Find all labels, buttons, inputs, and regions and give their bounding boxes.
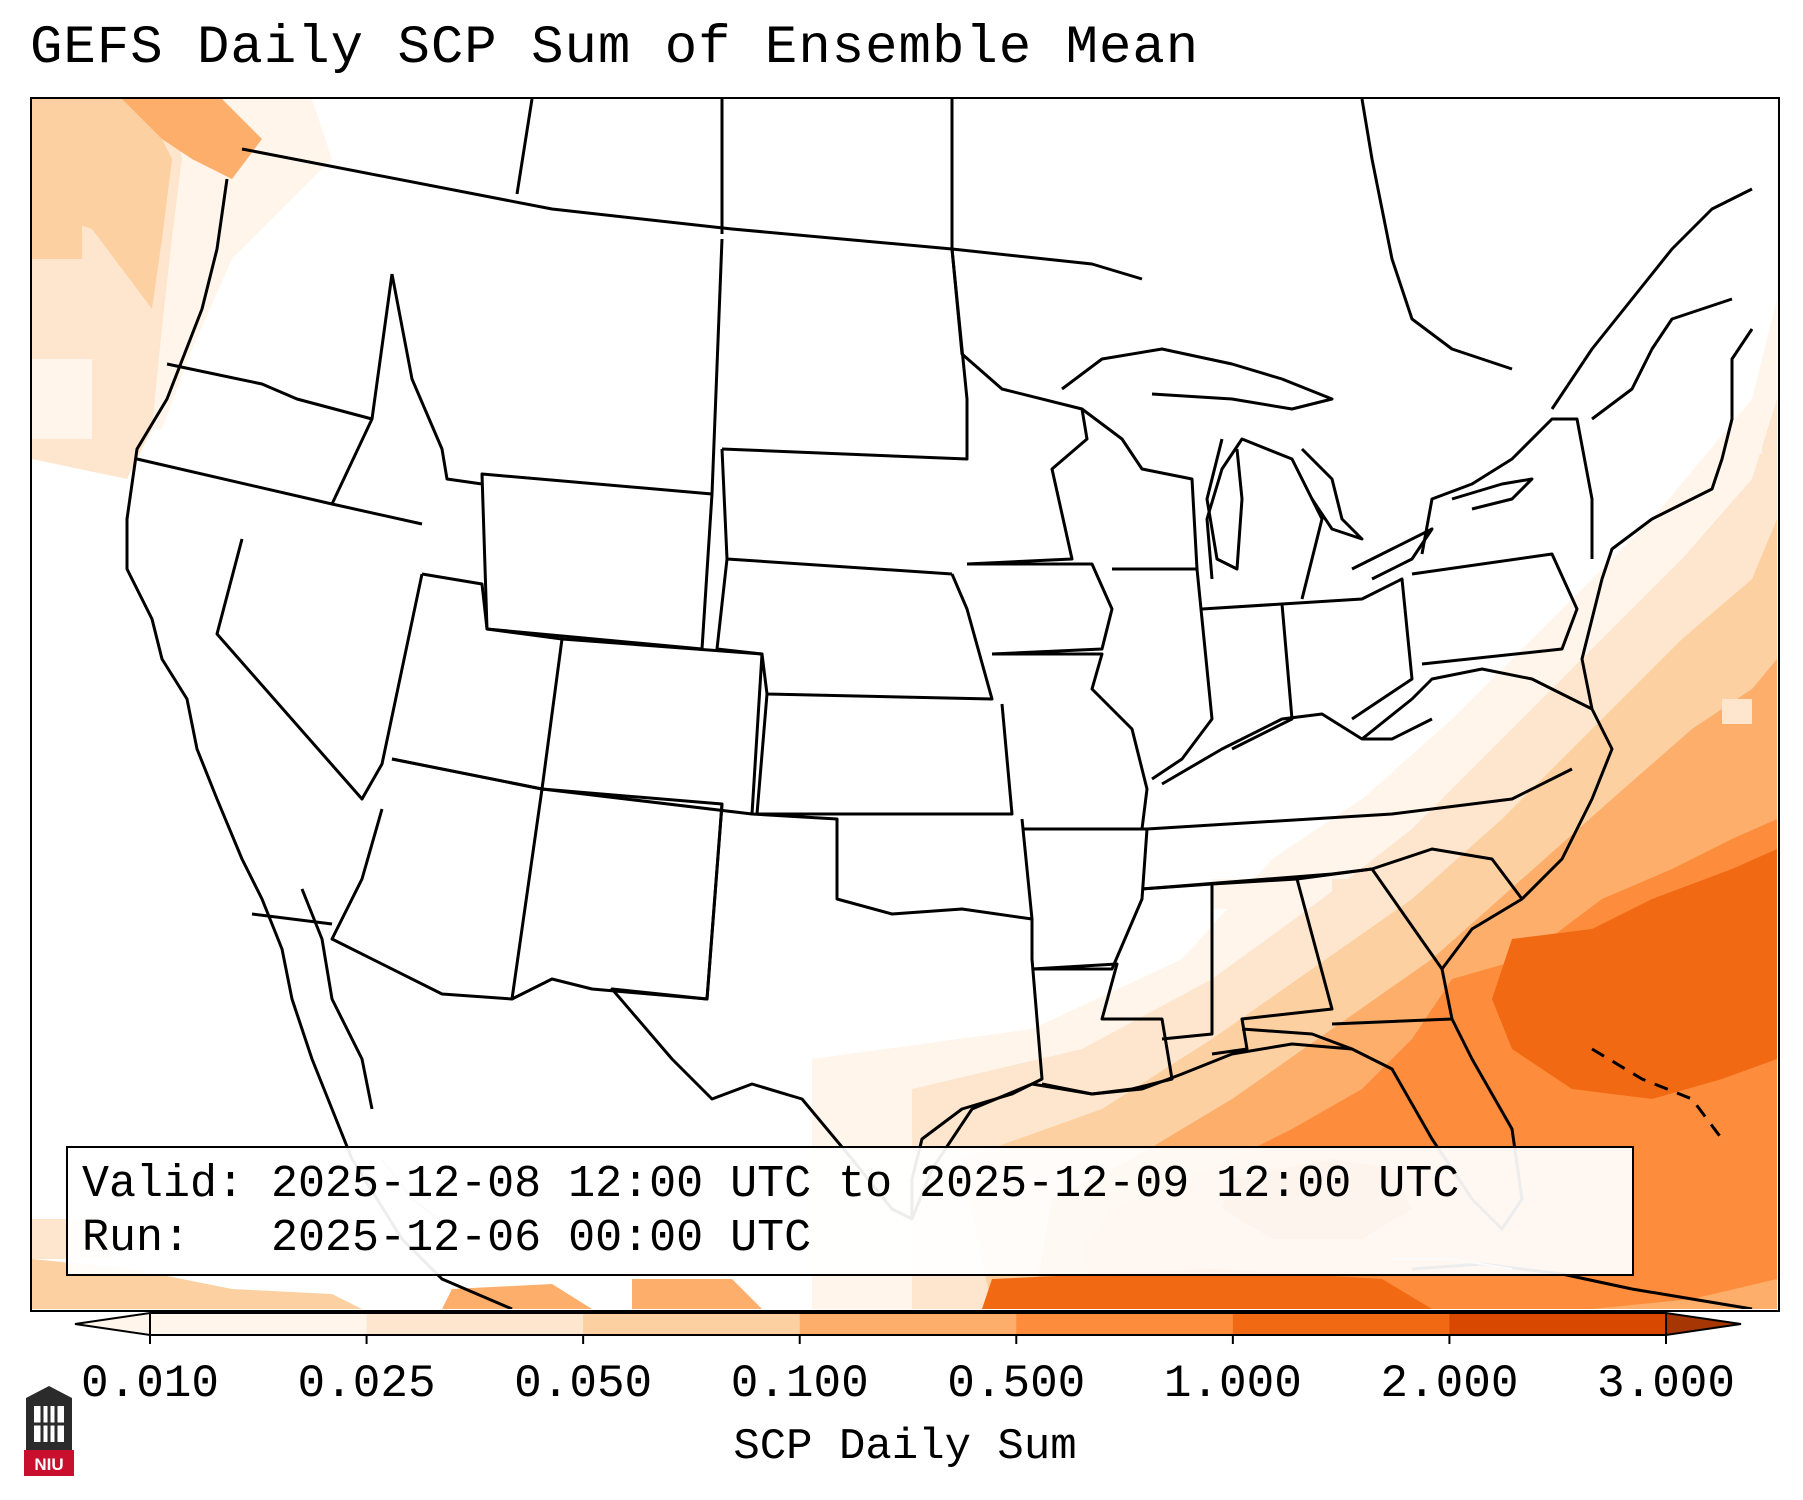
id-west-border [330, 273, 394, 505]
logo-red-band [24, 1450, 74, 1476]
lake-erie [1351, 527, 1434, 581]
colorbar-segment [1016, 1313, 1234, 1335]
niu-logo: NIU [24, 1386, 74, 1476]
shade-block [1332, 879, 1352, 899]
minnesota-border [950, 248, 1089, 566]
shade-block [1732, 599, 1762, 619]
run-value: 2025-12-06 00:00 UTC [271, 1213, 812, 1264]
hudson-bay-coast [1360, 99, 1513, 371]
missouri-border [992, 652, 1149, 831]
tennessee-border [1146, 767, 1573, 831]
iowa-border [967, 562, 1114, 656]
michigan-outline [1205, 437, 1324, 600]
shade-south-orange [632, 1279, 762, 1309]
colorbar-segment [583, 1313, 801, 1335]
state-boundaries [125, 99, 1754, 1309]
colorbar-tick-label: 1.000 [1163, 1358, 1302, 1410]
colorbar-segment [1449, 1313, 1667, 1335]
colorbar-tick-label: 0.500 [947, 1358, 1086, 1410]
sd-ne-border [720, 448, 953, 576]
run-label: Run: [82, 1213, 191, 1264]
indiana-border [1201, 602, 1294, 751]
colorbar-segment [150, 1313, 368, 1335]
logo-text: NIU [34, 1455, 63, 1474]
colorbar-tick-label: 2.000 [1380, 1358, 1519, 1410]
shade-block [1722, 699, 1752, 724]
colorbar-tick-label: 0.050 [514, 1358, 653, 1410]
colorbar-outline [149, 1312, 1667, 1336]
oklahoma-border [751, 812, 1034, 921]
shade-pnw-block [32, 359, 92, 439]
dakotas-border [721, 248, 969, 461]
nevada-border [215, 538, 424, 801]
utah-border [391, 572, 564, 791]
lake-huron [1300, 447, 1364, 541]
colorbar [74, 1311, 1742, 1344]
tn-south-border [1141, 867, 1373, 891]
valid-label: Valid: [82, 1159, 245, 1210]
shade-atlantic-darker [1492, 849, 1777, 1099]
idaho-montana-border [390, 273, 483, 486]
atlantic-coastline [1440, 328, 1754, 970]
lake-superior [1061, 347, 1334, 411]
shade-pnw-mid [32, 99, 172, 309]
or-ca-border [136, 457, 423, 526]
map-title: GEFS Daily SCP Sum of Ensemble Mean [30, 18, 1200, 79]
colorbar-label: SCP Daily Sum [733, 1422, 1077, 1472]
alabama-border [1211, 877, 1334, 1056]
nebraska-border [715, 558, 994, 701]
ohio-border [1281, 577, 1414, 721]
gulf-coastline [910, 1042, 1353, 1220]
quebec-coast [1550, 187, 1753, 410]
ca-mx-border [251, 912, 333, 926]
lake-ontario [1451, 477, 1534, 511]
new-england-border [1591, 297, 1733, 421]
illinois-border [1112, 567, 1214, 781]
virginia-border [1361, 667, 1593, 741]
lake-michigan [1205, 438, 1244, 571]
shade-nw-corner [32, 99, 92, 139]
wyoming-border [480, 472, 714, 651]
shade-block [1732, 429, 1762, 454]
wisconsin-border [1081, 407, 1199, 571]
kentucky-border [1161, 712, 1433, 786]
new-york-border [1420, 417, 1594, 559]
colorbar-tick-label: 0.010 [80, 1358, 220, 1410]
colorbar-tick-label: 0.025 [297, 1358, 436, 1410]
scp-map-svg [32, 99, 1777, 1309]
shade-pnw-lightest [152, 99, 332, 429]
wa-or-border [166, 362, 373, 421]
colorado-border [541, 637, 764, 816]
kansas-border [755, 693, 1014, 816]
shade-pnw-orange [122, 99, 262, 179]
nc-sc-border [1371, 847, 1524, 900]
colorbar-tick-label: 0.100 [730, 1358, 869, 1410]
valid-value: 2025-12-08 12:00 UTC to 2025-12-09 12:00… [271, 1159, 1460, 1210]
colorbar-extend-max [1665, 1311, 1742, 1337]
shade-south-darker [982, 1269, 1432, 1309]
colorbar-segment [1232, 1313, 1450, 1335]
colorbar-tick-label: 3.000 [1596, 1358, 1736, 1410]
canada-province-line [515, 99, 534, 195]
pennsylvania-border [1411, 552, 1579, 666]
colorbar-segment [366, 1313, 584, 1335]
map-panel [30, 97, 1780, 1312]
canada-border [241, 147, 1143, 281]
validity-info-box: Valid: 2025-12-08 12:00 UTC to 2025-12-0… [66, 1146, 1634, 1276]
scp-shading [32, 99, 1777, 1309]
montana-dakota-border [710, 238, 724, 495]
colorbar-extend-min [74, 1311, 151, 1337]
new-mexico-border [511, 787, 724, 1001]
bahamas [1591, 1047, 1724, 1140]
shade-south-orange [442, 1284, 592, 1309]
shade-pnw-block [32, 199, 82, 259]
colorbar-segment [799, 1313, 1017, 1335]
arkansas-border [1022, 827, 1149, 971]
